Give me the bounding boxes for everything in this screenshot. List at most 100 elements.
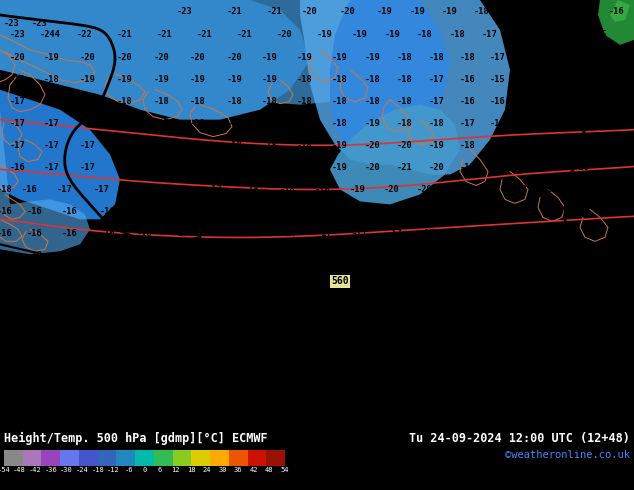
Text: -17: -17 bbox=[542, 185, 558, 194]
Text: -244: -244 bbox=[39, 30, 60, 39]
Text: -17: -17 bbox=[352, 229, 368, 238]
Text: -17: -17 bbox=[317, 251, 333, 260]
Text: -16: -16 bbox=[27, 251, 43, 260]
Text: -17: -17 bbox=[387, 294, 403, 304]
Text: -17: -17 bbox=[210, 251, 226, 260]
Text: -18: -18 bbox=[512, 185, 528, 194]
Text: 24: 24 bbox=[203, 467, 211, 473]
Text: -15: -15 bbox=[547, 141, 563, 150]
Text: -17: -17 bbox=[210, 229, 226, 238]
Text: -16: -16 bbox=[0, 294, 13, 304]
Text: -21: -21 bbox=[267, 7, 283, 17]
Text: -16: -16 bbox=[460, 75, 476, 84]
Text: -20: -20 bbox=[340, 7, 356, 17]
Text: -17: -17 bbox=[210, 273, 226, 282]
Bar bbox=[135, 450, 154, 466]
Text: -18: -18 bbox=[365, 75, 381, 84]
Text: -18: -18 bbox=[397, 119, 413, 128]
Text: -18: -18 bbox=[262, 97, 278, 106]
Text: -21: -21 bbox=[397, 163, 413, 172]
Text: -18: -18 bbox=[227, 141, 243, 150]
Text: 48: 48 bbox=[265, 467, 274, 473]
Text: -20: -20 bbox=[429, 163, 445, 172]
Text: -17: -17 bbox=[387, 361, 403, 369]
Text: -17: -17 bbox=[484, 361, 500, 369]
Text: -17: -17 bbox=[207, 185, 223, 194]
Text: -18: -18 bbox=[227, 163, 243, 172]
Text: -16: -16 bbox=[27, 361, 43, 369]
Text: -18: -18 bbox=[227, 119, 243, 128]
Text: ©weatheronline.co.uk: ©weatheronline.co.uk bbox=[505, 450, 630, 460]
Text: -16: -16 bbox=[10, 163, 26, 172]
Bar bbox=[60, 450, 79, 466]
Text: 560: 560 bbox=[331, 276, 349, 286]
Text: -19: -19 bbox=[80, 75, 96, 84]
Text: -19: -19 bbox=[365, 53, 381, 62]
Text: -17: -17 bbox=[569, 317, 585, 325]
Text: -17: -17 bbox=[44, 119, 60, 128]
Text: -16: -16 bbox=[609, 7, 625, 17]
Text: -20: -20 bbox=[227, 53, 243, 62]
Text: -15: -15 bbox=[547, 119, 563, 128]
Text: -17: -17 bbox=[484, 229, 500, 238]
Text: -17: -17 bbox=[117, 119, 133, 128]
Text: -18: -18 bbox=[154, 97, 170, 106]
Text: -16: -16 bbox=[567, 30, 583, 39]
Text: -17: -17 bbox=[10, 119, 26, 128]
Text: -21: -21 bbox=[237, 30, 253, 39]
Text: -19: -19 bbox=[484, 207, 500, 216]
Text: 54: 54 bbox=[281, 467, 289, 473]
Text: -17: -17 bbox=[569, 185, 585, 194]
Text: -17: -17 bbox=[596, 251, 612, 260]
Text: -16: -16 bbox=[62, 229, 78, 238]
Text: -18: -18 bbox=[190, 119, 206, 128]
Polygon shape bbox=[0, 0, 120, 220]
Bar bbox=[172, 450, 191, 466]
Text: -16: -16 bbox=[137, 317, 153, 325]
Text: -17: -17 bbox=[174, 339, 190, 347]
Text: -17: -17 bbox=[352, 294, 368, 304]
Text: -18: -18 bbox=[297, 119, 313, 128]
Text: -17: -17 bbox=[247, 229, 263, 238]
Text: -16: -16 bbox=[137, 339, 153, 347]
Text: -18: -18 bbox=[332, 75, 348, 84]
Text: -16: -16 bbox=[62, 361, 78, 369]
Text: -18: -18 bbox=[332, 119, 348, 128]
Text: -17: -17 bbox=[117, 141, 133, 150]
Text: -18: -18 bbox=[460, 141, 476, 150]
Text: -18: -18 bbox=[80, 97, 96, 106]
Text: -17: -17 bbox=[174, 273, 190, 282]
Text: -16: -16 bbox=[519, 141, 535, 150]
Text: -17: -17 bbox=[452, 251, 468, 260]
Text: -16: -16 bbox=[137, 251, 153, 260]
Text: -16: -16 bbox=[0, 317, 13, 325]
Text: -17: -17 bbox=[420, 273, 436, 282]
Text: -15: -15 bbox=[592, 30, 608, 39]
Text: -19: -19 bbox=[154, 75, 170, 84]
Text: -19: -19 bbox=[460, 163, 476, 172]
Text: -16: -16 bbox=[27, 294, 43, 304]
Text: -17: -17 bbox=[282, 361, 298, 369]
Text: -17: -17 bbox=[282, 273, 298, 282]
Text: -16: -16 bbox=[574, 163, 590, 172]
Polygon shape bbox=[610, 0, 630, 22]
Text: -18: -18 bbox=[91, 467, 104, 473]
Text: -20: -20 bbox=[365, 163, 381, 172]
Text: -17: -17 bbox=[282, 294, 298, 304]
Text: -16: -16 bbox=[519, 53, 535, 62]
Text: -17: -17 bbox=[154, 119, 170, 128]
Bar bbox=[247, 450, 266, 466]
Text: -21: -21 bbox=[197, 30, 213, 39]
Text: -17: -17 bbox=[174, 361, 190, 369]
Text: -17: -17 bbox=[352, 339, 368, 347]
Text: -16: -16 bbox=[100, 339, 116, 347]
Text: -15: -15 bbox=[519, 97, 535, 106]
Text: -20: -20 bbox=[277, 30, 293, 39]
Text: -18: -18 bbox=[397, 97, 413, 106]
Text: -19: -19 bbox=[332, 53, 348, 62]
Text: -19: -19 bbox=[190, 75, 206, 84]
Text: -19: -19 bbox=[352, 207, 368, 216]
Text: -17: -17 bbox=[174, 229, 190, 238]
Text: -17: -17 bbox=[542, 361, 558, 369]
Text: -17: -17 bbox=[596, 294, 612, 304]
